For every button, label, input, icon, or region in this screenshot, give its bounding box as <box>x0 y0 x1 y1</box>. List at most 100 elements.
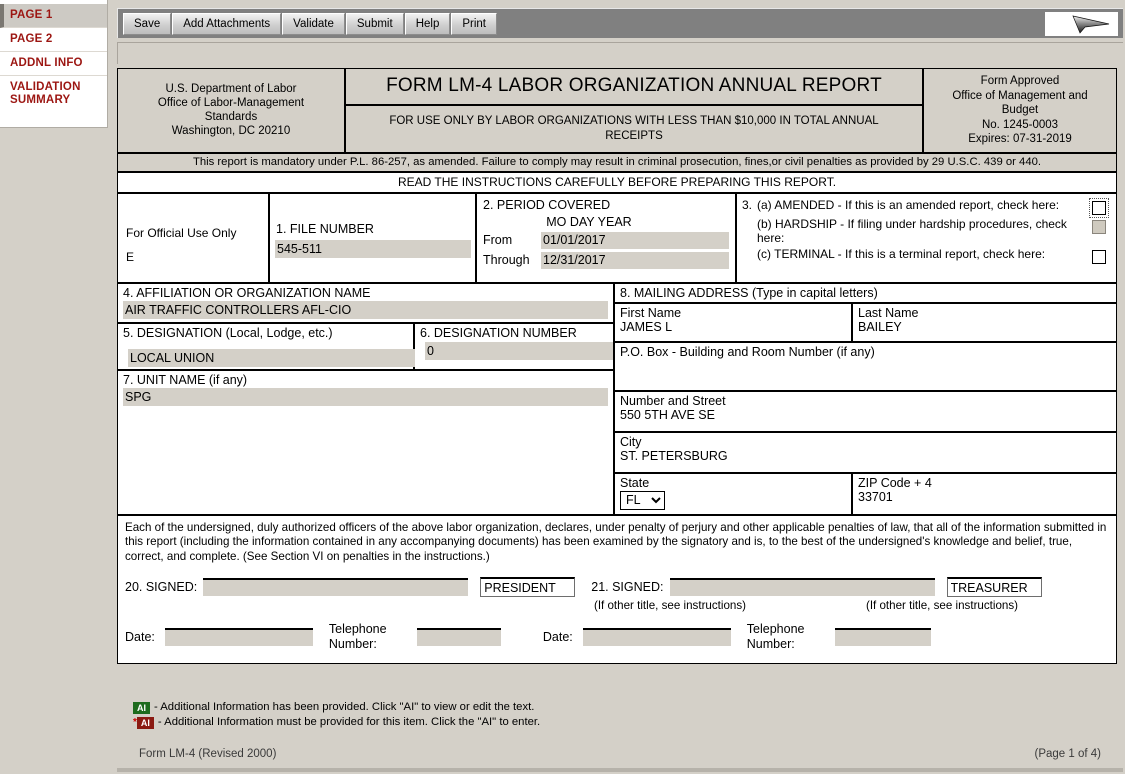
official-use-value: E <box>126 249 135 264</box>
report-type-cell: 3. (a) AMENDED - If this is an amended r… <box>737 194 1116 282</box>
validate-button[interactable]: Validate <box>282 13 345 35</box>
designation-field: 5. DESIGNATION (Local, Lodge, etc.) <box>118 323 415 369</box>
help-button[interactable]: Help <box>404 13 451 35</box>
date-21-label: Date: <box>542 630 573 644</box>
state-select[interactable]: FL <box>620 490 665 510</box>
form-footer: Form LM-4 (Revised 2000) (Page 1 of 4) <box>117 748 1123 760</box>
scrollbar-track[interactable] <box>1123 0 1125 774</box>
designation-number-label: 6. DESIGNATION NUMBER <box>420 325 577 340</box>
footer-bar <box>117 768 1123 772</box>
date-20-label: Date: <box>125 630 155 644</box>
sidebar-item-label: ADDNL INFO <box>10 57 83 69</box>
affiliation-input[interactable] <box>123 300 608 319</box>
mailing-address-column: 8. MAILING ADDRESS (Type in capital lett… <box>615 284 1116 514</box>
amended-checkbox[interactable] <box>1089 197 1109 218</box>
sidebar-item-validation-summary[interactable]: VALIDATION SUMMARY <box>0 76 107 112</box>
unit-name-input[interactable] <box>123 387 608 406</box>
zip-field: ZIP Code + 4 33701 <box>853 474 1116 514</box>
page-navigation-sidebar: PAGE 1 PAGE 2 ADDNL INFO VALIDATION SUMM… <box>0 0 108 128</box>
add-attachments-button[interactable]: Add Attachments <box>172 13 282 35</box>
telephone-20-label: Telephone Number: <box>328 622 387 651</box>
state-zip-row: State FL ZIP Code + 4 33701 <box>615 473 1116 514</box>
legend-line-required: * AI - Additional Information must be pr… <box>133 715 540 730</box>
telephone-20-input[interactable] <box>416 628 501 646</box>
section-3-number: 3. <box>742 197 753 212</box>
name-row: First Name JAMES L Last Name BAILEY <box>615 303 1116 343</box>
sidebar-item-addnl-info[interactable]: ADDNL INFO <box>0 52 107 76</box>
city-value[interactable]: ST. PETERSBURG <box>620 448 728 463</box>
save-button[interactable]: Save <box>123 13 172 35</box>
omb-line: Expires: 07-31-2019 <box>968 133 1072 145</box>
sidebar-item-page-2[interactable]: PAGE 2 <box>0 28 107 52</box>
read-instructions-notice: READ THE INSTRUCTIONS CAREFULLY BEFORE P… <box>118 172 1116 194</box>
hardship-checkbox[interactable] <box>1092 219 1106 234</box>
telephone-21-input[interactable] <box>834 628 931 646</box>
agency-line: Office of Labor-Management <box>157 97 305 110</box>
file-number-label: 1. FILE NUMBER <box>276 221 374 236</box>
period-covered-cell: 2. PERIOD COVERED MO DAY YEAR From Throu… <box>477 193 737 282</box>
identification-row: For Official Use Only E 1. FILE NUMBER 2… <box>118 193 1116 284</box>
page-title: FORM LM-4 LABOR ORGANIZATION ANNUAL REPO… <box>346 69 922 106</box>
signature-row: 20. SIGNED: 21. SIGNED: <box>125 577 1109 597</box>
ai-required-icon[interactable]: AI <box>136 716 154 729</box>
period-from-input[interactable] <box>541 231 729 249</box>
form-header-row: U.S. Department of Labor Office of Labor… <box>118 69 1116 154</box>
zip-value[interactable]: 33701 <box>858 489 893 504</box>
terminal-checkbox[interactable] <box>1092 249 1106 264</box>
organization-column: 4. AFFILIATION OR ORGANIZATION NAME 5. D… <box>118 283 615 514</box>
form-title-block: FORM LM-4 LABOR ORGANIZATION ANNUAL REPO… <box>346 69 924 152</box>
official-use-cell: For Official Use Only E <box>118 193 270 282</box>
form-revision-label: Form LM-4 (Revised 2000) <box>139 748 277 760</box>
signed-21-input[interactable] <box>669 578 935 596</box>
period-through-label: Through <box>483 253 530 267</box>
unit-name-field: 7. UNIT NAME (if any) <box>118 371 613 409</box>
mailing-address-title: 8. MAILING ADDRESS (Type in capital lett… <box>615 284 1116 304</box>
state-label: State <box>620 475 650 490</box>
amended-label: (a) AMENDED - If this is an amended repo… <box>757 197 1060 212</box>
sidebar-item-label: PAGE 2 <box>10 33 53 45</box>
street-field: Number and Street 550 5TH AVE SE <box>615 392 1116 433</box>
agency-line: Standards <box>204 111 258 124</box>
period-through-input[interactable] <box>541 251 729 269</box>
signed-20-label: 20. SIGNED: <box>125 580 198 594</box>
state-field: State FL <box>615 473 853 514</box>
cursor-arrow-icon <box>1045 12 1118 36</box>
signed-20-input[interactable] <box>203 578 469 596</box>
submit-button[interactable]: Submit <box>345 13 404 35</box>
period-from-label: From <box>483 233 513 247</box>
organization-and-address-row: 4. AFFILIATION OR ORGANIZATION NAME 5. D… <box>118 283 1116 516</box>
designation-row: 5. DESIGNATION (Local, Lodge, etc.) 6. D… <box>118 323 613 371</box>
mandatory-notice: This report is mandatory under P.L. 86-2… <box>118 153 1116 173</box>
status-bar <box>117 42 1123 64</box>
official-use-label: For Official Use Only <box>126 225 237 240</box>
ai-provided-icon[interactable]: AI <box>133 701 150 714</box>
additional-info-legend: AI - Additional Information has been pro… <box>133 700 540 730</box>
form-sheet: U.S. Department of Labor Office of Labor… <box>117 68 1117 664</box>
signed-21-label: 21. SIGNED: <box>591 580 664 594</box>
first-name-label: First Name <box>620 305 682 320</box>
designation-number-input[interactable] <box>425 341 613 360</box>
last-name-label: Last Name <box>858 305 919 320</box>
print-button[interactable]: Print <box>451 13 497 35</box>
legend-required-text: - Additional Information must be provide… <box>157 716 541 728</box>
file-number-cell: 1. FILE NUMBER <box>270 193 477 282</box>
file-number-input[interactable] <box>275 239 471 258</box>
date-21-input[interactable] <box>582 628 731 646</box>
first-name-value[interactable]: JAMES L <box>620 319 673 334</box>
last-name-value[interactable]: BAILEY <box>858 319 902 334</box>
designation-input[interactable] <box>128 348 415 367</box>
sidebar-item-page-1[interactable]: PAGE 1 <box>0 4 107 28</box>
zip-label: ZIP Code + 4 <box>858 475 932 490</box>
street-label: Number and Street <box>620 393 726 408</box>
agency-line: U.S. Department of Labor <box>165 83 297 96</box>
street-value[interactable]: 550 5TH AVE SE <box>620 407 715 422</box>
period-covered-label: 2. PERIOD COVERED <box>483 197 611 212</box>
omb-line: No. 1245-0003 <box>981 118 1059 131</box>
agency-block: U.S. Department of Labor Office of Labor… <box>118 69 346 152</box>
title-20-input[interactable] <box>480 577 576 597</box>
title-21-input[interactable] <box>946 577 1042 597</box>
affiliation-field: 4. AFFILIATION OR ORGANIZATION NAME <box>118 284 613 324</box>
date-telephone-row: Date: Telephone Number: Date: Telephone … <box>125 622 1109 652</box>
date-20-input[interactable] <box>164 628 313 646</box>
